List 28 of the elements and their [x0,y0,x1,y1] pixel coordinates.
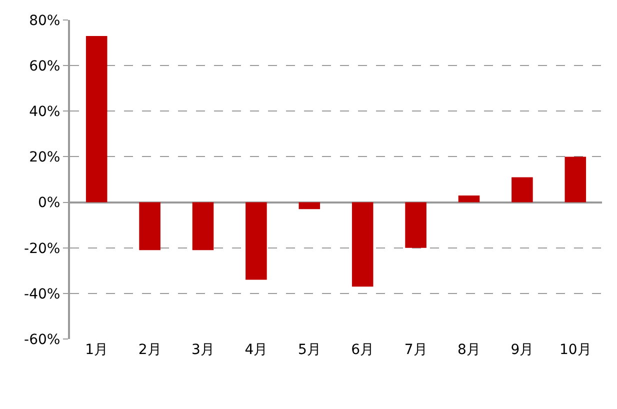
x-tick-label: 5月 [298,342,321,358]
y-tick-label: -20% [24,240,60,257]
y-tick-label: 80% [29,12,60,29]
x-tick-label: 4月 [244,342,268,358]
bar [192,202,214,250]
x-tick-label: 3月 [192,342,214,358]
y-tick-label: 20% [29,150,60,166]
y-tick-label: 60% [29,58,60,74]
y-tick-label: 40% [29,104,60,120]
bar [298,202,320,210]
bar [246,202,267,280]
bar [352,202,374,287]
bar [512,177,533,202]
bar [139,202,160,250]
x-tick-label: 7月 [404,342,428,358]
x-tick-label: 6月 [351,342,374,358]
bar [405,202,426,248]
y-tick-label: 0% [38,195,60,212]
bar [86,36,108,202]
y-tick-label: -60% [24,332,60,348]
x-tick-label: 10月 [559,342,592,358]
x-tick-label: 9月 [510,342,534,358]
y-tick-label: -40% [24,286,60,302]
bar [458,195,480,202]
x-tick-label: 1月 [85,342,108,358]
bar [564,156,586,202]
x-tick-label: 2月 [138,342,162,358]
x-tick-label: 8月 [458,342,480,358]
